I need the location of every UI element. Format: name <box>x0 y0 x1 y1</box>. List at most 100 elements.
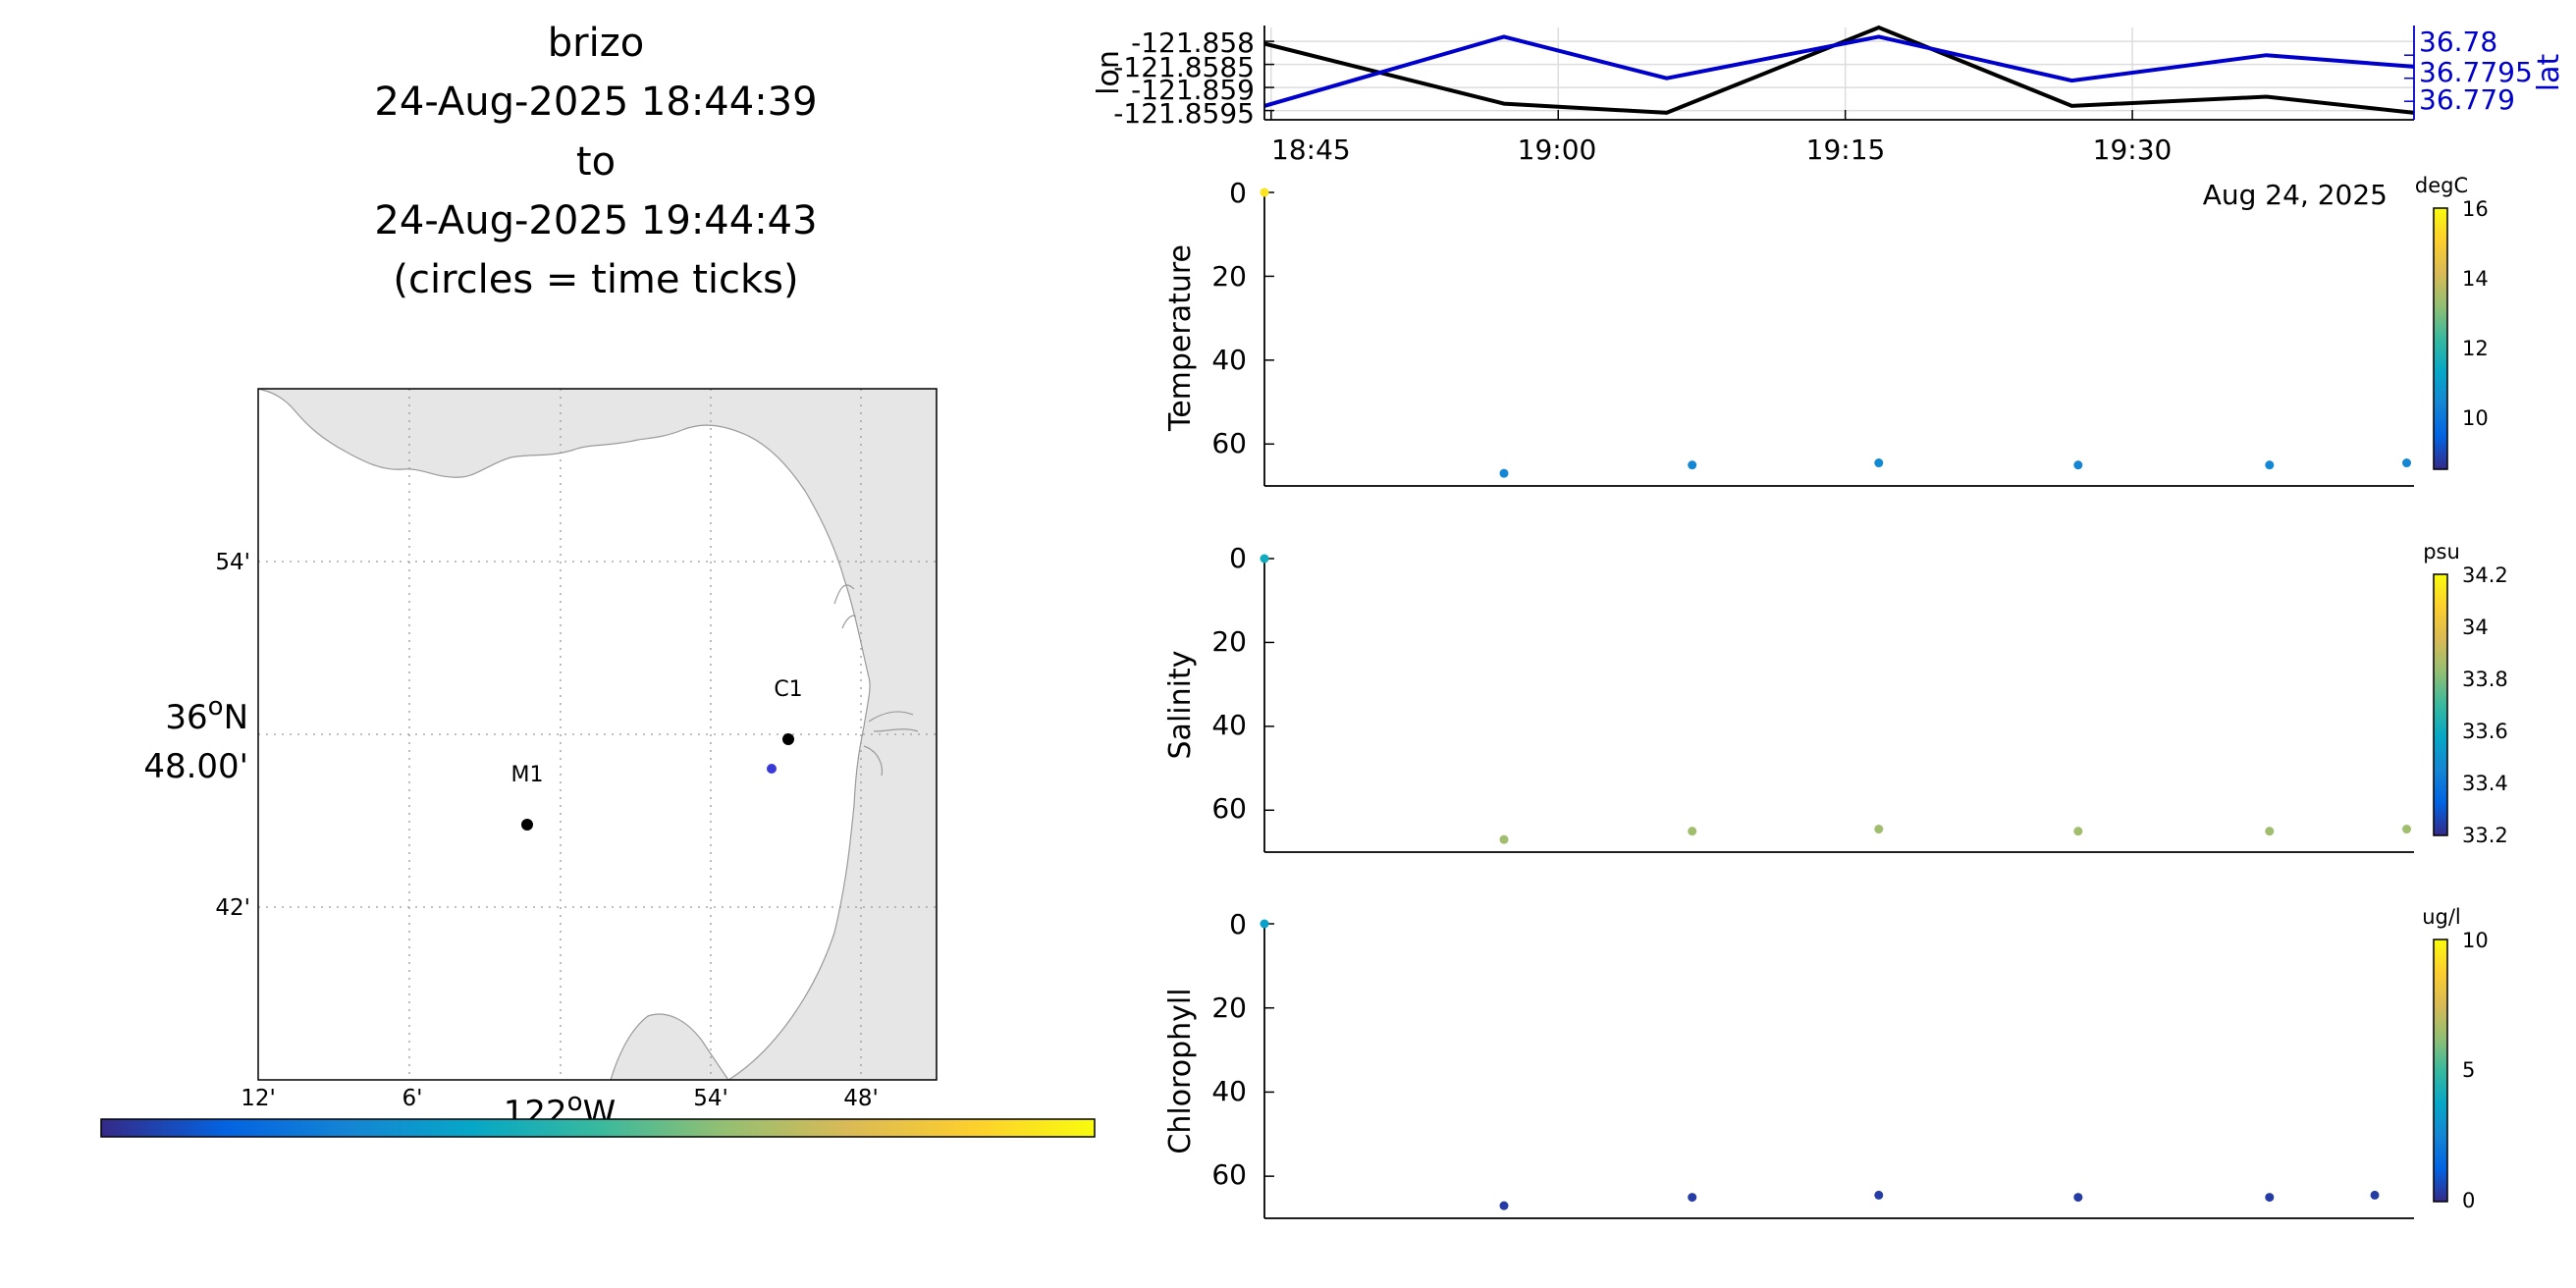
station-label-c1: C1 <box>774 677 802 702</box>
map-panel: 54' 36oN 48.00' 42' 12' 6' 122oW 54' 48'… <box>143 388 938 1133</box>
temperature-point-0 <box>1260 188 1269 197</box>
river-inlet <box>833 584 919 777</box>
chlorophyll-point-6 <box>2370 1190 2380 1200</box>
lonlat-axes <box>1263 26 2415 121</box>
temperature-point-1 <box>1499 468 1509 478</box>
station-marker-m1 <box>521 819 533 831</box>
station-label-m1: M1 <box>511 763 544 787</box>
chlorophyll-colorbar-tick-5: 5 <box>2462 1058 2475 1082</box>
temperature-point-6 <box>2402 458 2412 468</box>
chlorophyll-colorbar-tick-10: 10 <box>2462 929 2489 952</box>
temperature-panel: 0 20 40 60 Temperature degC 16 14 12 10 <box>1163 174 2489 487</box>
salinity-point-6 <box>2402 825 2412 834</box>
temperature-colorbar-tick-10: 10 <box>2462 406 2489 430</box>
title-line-3: to <box>576 139 616 185</box>
lonlat-lat-tick-2: 36.7795 <box>2419 56 2533 88</box>
chlorophyll-ylabel: Chlorophyll <box>1163 988 1198 1154</box>
temperature-colorbar-tick-12: 12 <box>2462 337 2489 360</box>
title-line-2: 24-Aug-2025 18:44:39 <box>374 80 817 125</box>
salinity-y-tick-40: 40 <box>1211 709 1247 741</box>
salinity-point-5 <box>2265 827 2275 836</box>
temperature-point-4 <box>2073 460 2083 470</box>
salinity-y-tick-20: 20 <box>1211 625 1247 658</box>
salinity-point-1 <box>1499 834 1509 844</box>
map-lon-tick-48: 48' <box>843 1086 879 1111</box>
map-lat-tick-center-min: 48.00' <box>143 747 248 786</box>
temperature-point-5 <box>2265 460 2275 470</box>
lonlat-x-tick-19-15: 19:15 <box>1806 134 1886 166</box>
temperature-point-2 <box>1688 460 1697 470</box>
map-lon-tick-12: 12' <box>241 1086 276 1111</box>
lonlat-ylabel-right: lat <box>2532 54 2566 92</box>
time-colorbar <box>100 1118 1096 1138</box>
lonlat-ylabel-left: lon <box>1092 50 1126 95</box>
lonlat-lat-tick-1: 36.78 <box>2419 26 2497 58</box>
salinity-colorbar-unit: psu <box>2423 540 2460 564</box>
temperature-colorbar-tick-16: 16 <box>2462 197 2489 221</box>
series-line-lat <box>1263 34 2415 108</box>
temperature-point-3 <box>1874 458 1884 468</box>
lonlat-x-tick-19-30: 19:30 <box>2093 134 2173 166</box>
salinity-colorbar <box>2433 573 2448 836</box>
map-lat-tick-54: 54' <box>215 550 250 575</box>
lonlat-lon-tick-1: -121.858 <box>1131 27 1255 59</box>
lonlat-chart: 18:45 19:00 19:15 19:30 Aug 24, 2025 -12… <box>1092 25 2566 211</box>
chlorophyll-panel: 0 20 40 60 Chlorophyll ug/l 10 5 0 <box>1163 905 2489 1219</box>
figure-title: brizo 24-Aug-2025 18:44:39 to 24-Aug-202… <box>374 21 817 302</box>
salinity-ylabel: Salinity <box>1163 651 1198 760</box>
chlorophyll-colorbar-tick-0: 0 <box>2462 1189 2475 1212</box>
series-line-lon <box>1263 25 2415 115</box>
chlorophyll-y-tick-40: 40 <box>1211 1075 1247 1107</box>
temperature-y-tick-60: 60 <box>1211 427 1247 459</box>
map-lat-tick-42: 42' <box>215 895 250 921</box>
salinity-colorbar-tick-33-6: 33.6 <box>2462 720 2508 743</box>
pacific-grove-land <box>610 1013 729 1080</box>
map-lon-tick-54: 54' <box>693 1086 728 1111</box>
lonlat-lon-tick-2: -121.8585 <box>1113 51 1255 83</box>
temperature-y-tick-20: 20 <box>1211 260 1247 293</box>
temperature-colorbar-tick-14: 14 <box>2462 267 2489 291</box>
lonlat-lon-tick-4: -121.8595 <box>1113 97 1255 130</box>
chlorophyll-y-tick-60: 60 <box>1211 1158 1247 1191</box>
chlorophyll-y-tick-20: 20 <box>1211 992 1247 1024</box>
salinity-panel: 0 20 40 60 Salinity psu 34.2 34 33.8 33.… <box>1163 540 2508 853</box>
coastline-land <box>258 389 937 1080</box>
temperature-colorbar <box>2433 207 2448 470</box>
map-gridlines <box>258 389 937 1080</box>
chlorophyll-point-3 <box>1874 1190 1884 1200</box>
salinity-point-0 <box>1260 554 1269 564</box>
salinity-colorbar-tick-34: 34 <box>2462 616 2489 639</box>
chlorophyll-point-4 <box>2073 1193 2083 1203</box>
lonlat-lon-tick-3: -121.859 <box>1131 74 1255 106</box>
salinity-y-tick-0: 0 <box>1229 542 1247 574</box>
lonlat-lines <box>1263 25 2415 115</box>
lonlat-lat-tick-3: 36.779 <box>2419 83 2515 116</box>
salinity-colorbar-tick-33-4: 33.4 <box>2462 772 2508 795</box>
chlorophyll-point-0 <box>1260 919 1269 929</box>
salinity-colorbar-tick-33-2: 33.2 <box>2462 824 2508 847</box>
map-lon-tick-6: 6' <box>402 1086 423 1111</box>
temperature-y-tick-40: 40 <box>1211 344 1247 376</box>
title-line-4: 24-Aug-2025 19:44:43 <box>374 198 817 243</box>
salinity-y-tick-60: 60 <box>1211 792 1247 825</box>
track-point-marker <box>767 764 777 774</box>
title-line-5: (circles = time ticks) <box>393 257 798 302</box>
salinity-point-3 <box>1874 825 1884 834</box>
lonlat-x-tick-19-00: 19:00 <box>1518 134 1597 166</box>
chlorophyll-point-5 <box>2265 1193 2275 1203</box>
title-line-1: brizo <box>548 21 644 66</box>
map-lat-tick-center-deg: 36oN <box>165 692 248 737</box>
salinity-point-2 <box>1688 827 1697 836</box>
lonlat-x-tick-18-45: 18:45 <box>1271 134 1351 166</box>
lonlat-date-label: Aug 24, 2025 <box>2203 179 2388 211</box>
chlorophyll-point-1 <box>1499 1201 1509 1210</box>
salinity-colorbar-tick-33-8: 33.8 <box>2462 668 2508 691</box>
chlorophyll-point-2 <box>1688 1193 1697 1203</box>
chlorophyll-colorbar-unit: ug/l <box>2422 905 2461 929</box>
salinity-colorbar-tick-34-2: 34.2 <box>2462 564 2508 587</box>
chlorophyll-colorbar <box>2433 939 2448 1203</box>
station-marker-c1 <box>782 733 794 745</box>
map-frame <box>257 388 938 1081</box>
chlorophyll-y-tick-0: 0 <box>1229 908 1247 940</box>
